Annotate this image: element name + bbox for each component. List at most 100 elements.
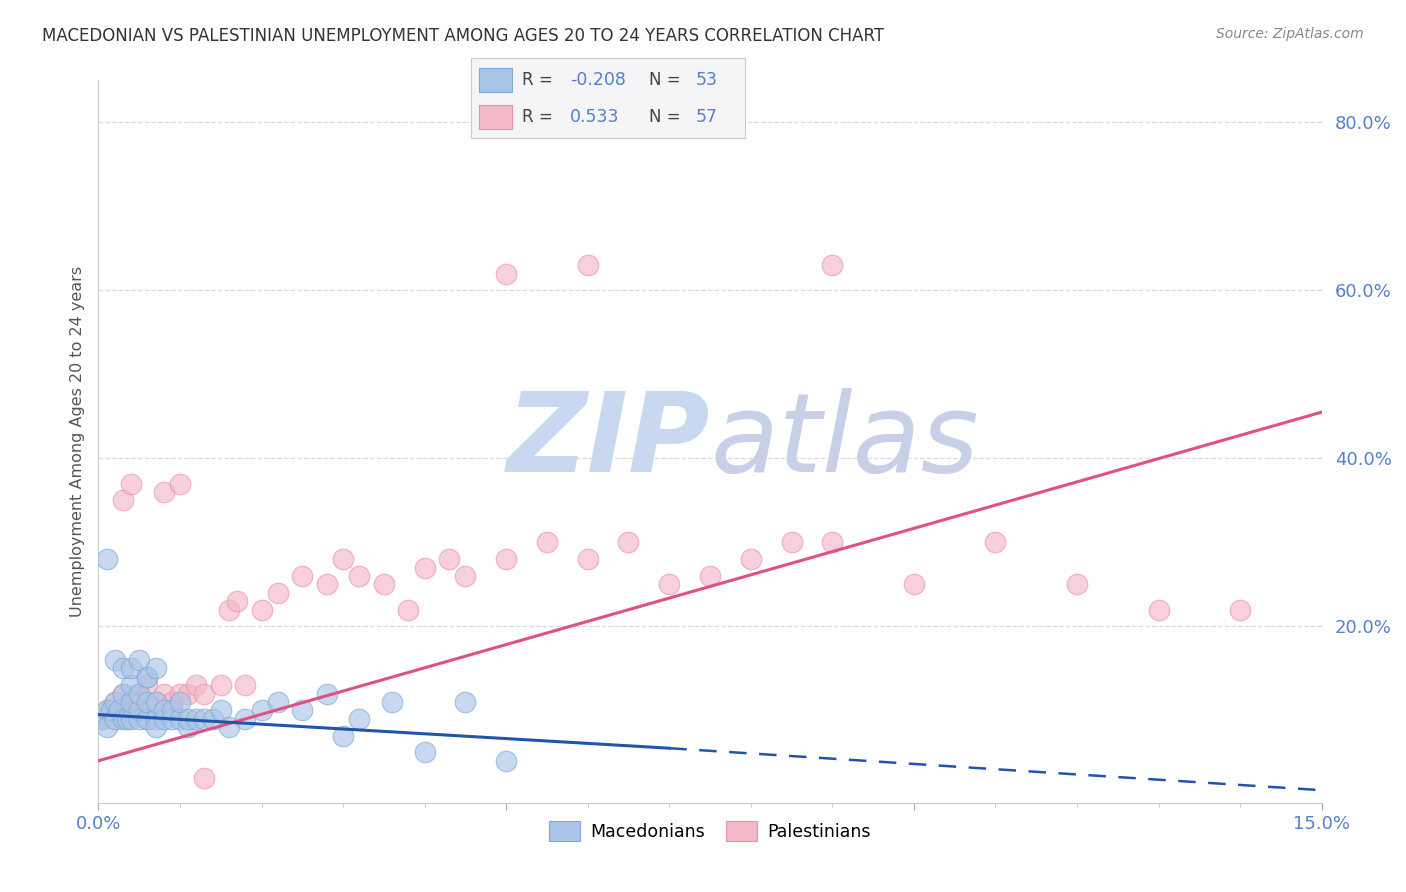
Point <box>136 670 159 684</box>
Point <box>315 687 337 701</box>
Text: R =: R = <box>522 70 558 88</box>
Point <box>136 712 159 726</box>
Point <box>186 678 208 692</box>
Point <box>145 695 167 709</box>
Point <box>160 703 183 717</box>
Point <box>100 703 122 717</box>
Point <box>332 552 354 566</box>
Point <box>1066 577 1088 591</box>
Point <box>780 535 803 549</box>
Point <box>115 712 138 726</box>
Point <box>186 712 208 726</box>
Text: N =: N = <box>650 70 686 88</box>
Point <box>250 703 273 717</box>
Point <box>169 695 191 709</box>
Point <box>128 687 150 701</box>
Point <box>454 695 477 709</box>
Point <box>576 258 599 272</box>
Point <box>96 703 118 717</box>
Point <box>104 695 127 709</box>
Point <box>104 712 127 726</box>
Point <box>91 712 114 726</box>
Point <box>193 712 215 726</box>
Point <box>111 661 134 675</box>
Text: -0.208: -0.208 <box>569 70 626 88</box>
Point <box>96 720 118 734</box>
Point <box>381 695 404 709</box>
Point <box>984 535 1007 549</box>
Point <box>740 552 762 566</box>
Point <box>104 695 127 709</box>
Point <box>145 712 167 726</box>
Point <box>145 661 167 675</box>
Point <box>128 653 150 667</box>
Point <box>413 560 436 574</box>
Point <box>111 712 134 726</box>
Point <box>120 695 142 709</box>
Point <box>152 703 174 717</box>
Point <box>160 712 183 726</box>
Point <box>152 485 174 500</box>
Point <box>128 703 150 717</box>
Point <box>193 687 215 701</box>
Point <box>454 569 477 583</box>
Point <box>495 754 517 768</box>
Point <box>104 712 127 726</box>
Bar <box>479 104 512 128</box>
Point <box>821 535 844 549</box>
Point <box>250 602 273 616</box>
Point <box>120 695 142 709</box>
Bar <box>479 68 512 92</box>
Point <box>1147 602 1170 616</box>
Point <box>177 687 200 701</box>
Point <box>267 586 290 600</box>
Text: R =: R = <box>522 108 558 126</box>
Point <box>233 678 256 692</box>
Point <box>218 602 240 616</box>
Point <box>145 695 167 709</box>
Point <box>658 577 681 591</box>
Y-axis label: Unemployment Among Ages 20 to 24 years: Unemployment Among Ages 20 to 24 years <box>69 266 84 617</box>
Point <box>120 678 142 692</box>
Point <box>536 535 558 549</box>
Point <box>136 712 159 726</box>
Point <box>315 577 337 591</box>
Point <box>111 687 134 701</box>
Point <box>437 552 460 566</box>
Text: Source: ZipAtlas.com: Source: ZipAtlas.com <box>1216 27 1364 41</box>
Point <box>111 687 134 701</box>
Point <box>576 552 599 566</box>
Point <box>1229 602 1251 616</box>
Point <box>349 712 371 726</box>
Point <box>152 712 174 726</box>
Text: 57: 57 <box>696 108 718 126</box>
Point <box>169 687 191 701</box>
Point <box>699 569 721 583</box>
Point <box>96 552 118 566</box>
Point <box>128 712 150 726</box>
Text: N =: N = <box>650 108 686 126</box>
Point <box>91 712 114 726</box>
Point <box>267 695 290 709</box>
Point <box>108 703 131 717</box>
Point <box>177 712 200 726</box>
Text: ZIP: ZIP <box>506 388 710 495</box>
Point <box>226 594 249 608</box>
Point <box>160 695 183 709</box>
Text: atlas: atlas <box>710 388 979 495</box>
Point <box>332 729 354 743</box>
Point <box>100 703 122 717</box>
Point <box>120 661 142 675</box>
Point <box>169 476 191 491</box>
Point <box>120 712 142 726</box>
Legend: Macedonians, Palestinians: Macedonians, Palestinians <box>541 814 879 848</box>
Point <box>209 678 232 692</box>
Point <box>111 493 134 508</box>
Point <box>233 712 256 726</box>
Point <box>413 745 436 759</box>
Point <box>128 703 150 717</box>
Point <box>169 712 191 726</box>
Text: 53: 53 <box>696 70 718 88</box>
Point <box>177 720 200 734</box>
Point <box>193 771 215 785</box>
